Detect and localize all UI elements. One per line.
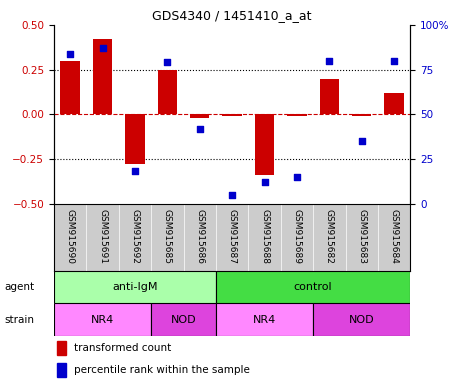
Text: transformed count: transformed count <box>74 343 171 353</box>
Bar <box>158 70 177 114</box>
Text: NR4: NR4 <box>253 314 276 325</box>
Text: GSM915682: GSM915682 <box>325 209 334 264</box>
Title: GDS4340 / 1451410_a_at: GDS4340 / 1451410_a_at <box>152 9 312 22</box>
Text: GSM915687: GSM915687 <box>227 209 237 264</box>
Bar <box>54 271 216 303</box>
Bar <box>216 303 313 336</box>
Text: control: control <box>294 282 333 292</box>
Bar <box>287 114 307 116</box>
Text: GSM915685: GSM915685 <box>163 209 172 264</box>
Point <box>358 138 365 144</box>
Text: GSM915683: GSM915683 <box>357 209 366 264</box>
Point <box>228 192 236 198</box>
Bar <box>61 61 80 114</box>
Bar <box>190 114 210 118</box>
Bar <box>151 303 216 336</box>
Bar <box>125 114 144 164</box>
Bar <box>216 271 410 303</box>
Text: GSM915686: GSM915686 <box>195 209 204 264</box>
Bar <box>222 114 242 116</box>
Text: GSM915691: GSM915691 <box>98 209 107 264</box>
Bar <box>320 78 339 114</box>
Bar <box>352 114 371 116</box>
Text: strain: strain <box>5 314 35 325</box>
Point <box>67 50 74 56</box>
Text: NR4: NR4 <box>91 314 114 325</box>
Bar <box>313 303 410 336</box>
Point <box>390 58 398 64</box>
Text: agent: agent <box>4 282 35 292</box>
Point <box>131 168 139 174</box>
Bar <box>54 303 151 336</box>
Point <box>164 60 171 66</box>
Text: GSM915684: GSM915684 <box>390 209 399 264</box>
Point <box>99 45 106 51</box>
Text: NOD: NOD <box>349 314 375 325</box>
Text: GSM915690: GSM915690 <box>66 209 75 264</box>
Bar <box>385 93 404 114</box>
Point <box>261 179 268 185</box>
Text: GSM915688: GSM915688 <box>260 209 269 264</box>
Text: GSM915689: GSM915689 <box>293 209 302 264</box>
Text: percentile rank within the sample: percentile rank within the sample <box>74 365 250 375</box>
Bar <box>93 39 112 114</box>
Bar <box>255 114 274 175</box>
Text: NOD: NOD <box>171 314 197 325</box>
Point <box>293 174 301 180</box>
Text: GSM915692: GSM915692 <box>130 209 139 264</box>
Bar <box>58 363 67 377</box>
Bar <box>58 341 67 354</box>
Text: anti-IgM: anti-IgM <box>112 282 158 292</box>
Point <box>196 126 204 132</box>
Point <box>325 58 333 64</box>
